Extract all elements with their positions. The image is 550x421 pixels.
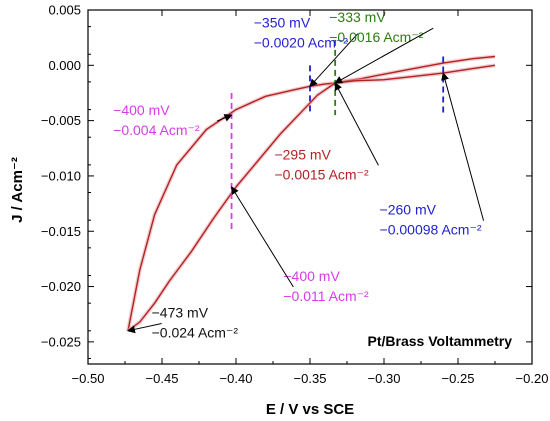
annotation-arrow xyxy=(216,114,233,122)
annotation-arrow xyxy=(309,33,359,88)
x-tick-label: −0.25 xyxy=(442,371,475,386)
annotation-arrow xyxy=(441,72,485,221)
chart-title: Pt/Brass Voltammetry xyxy=(368,333,513,349)
annotation-voltage: −350 mV xyxy=(254,15,311,31)
y-tick-label: 0.005 xyxy=(48,3,81,18)
annotation-current: −0.011 Acm⁻² xyxy=(283,288,369,304)
annotation-voltage: −295 mV xyxy=(274,146,331,162)
y-tick-label: −0.005 xyxy=(41,113,81,128)
annotation-current: −0.00098 Acm⁻² xyxy=(380,222,482,238)
y-tick-label: −0.010 xyxy=(41,168,81,183)
annotation-current: −0.0015 Acm⁻² xyxy=(274,166,369,182)
y-tick-label: −0.020 xyxy=(41,279,81,294)
x-tick-label: −0.40 xyxy=(220,371,253,386)
annotation-voltage: −400 mV xyxy=(283,268,340,284)
x-tick-label: −0.20 xyxy=(516,371,549,386)
y-axis-label: J / Acm⁻² xyxy=(9,157,26,223)
y-tick-label: −0.015 xyxy=(41,224,81,239)
axis-layer: −0.50 −0.45 −0.40 −0.35 −0.30 −0.25 −0.20 0.005… xyxy=(41,3,549,387)
y-tick-label: −0.025 xyxy=(41,334,81,349)
y-tick-label: 0.000 xyxy=(48,58,81,73)
annotation-arrow xyxy=(334,82,379,166)
x-tick-label: −0.45 xyxy=(146,371,179,386)
annotation-current: −0.0016 Acm⁻² xyxy=(329,29,424,45)
annotation-voltage: −260 mV xyxy=(380,202,437,218)
annotation-voltage: −333 mV xyxy=(329,9,386,25)
x-axis-label: E / V vs SCE xyxy=(266,401,354,418)
annotation-arrow xyxy=(334,27,434,84)
annotation-arrow xyxy=(126,323,162,334)
x-tick-label: −0.30 xyxy=(368,371,401,386)
annotation-current: −0.0020 Acm⁻² xyxy=(254,35,349,51)
annotation-arrow xyxy=(231,186,294,288)
annotation-voltage: −400 mV xyxy=(113,102,170,118)
annotation-current: −0.024 Acm⁻² xyxy=(152,325,239,341)
annotation-current: −0.004 Acm⁻² xyxy=(113,122,200,138)
annotation-layer: −350 mV −0.0020 Acm⁻² −333 mV −0.0016 Acm⁻²… xyxy=(113,9,485,341)
x-tick-label: −0.50 xyxy=(72,371,105,386)
x-tick-label: −0.35 xyxy=(294,371,327,386)
annotation-voltage: −473 mV xyxy=(152,305,209,321)
series-line-1 xyxy=(127,64,496,332)
